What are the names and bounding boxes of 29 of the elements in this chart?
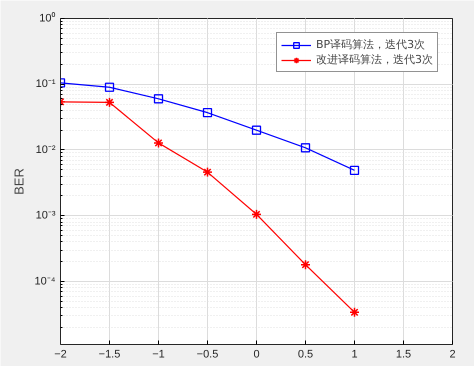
x-tick-label: 1 bbox=[351, 348, 358, 360]
point bbox=[350, 166, 360, 176]
point bbox=[300, 259, 311, 270]
y-tick-label: 10⁻² bbox=[36, 144, 56, 156]
point bbox=[104, 82, 114, 92]
point bbox=[154, 94, 164, 104]
x-tick-label: −0.5 bbox=[196, 348, 218, 360]
x-tick-label: 1.5 bbox=[396, 348, 412, 360]
x-tick-label: 2 bbox=[449, 348, 456, 360]
point bbox=[202, 108, 212, 118]
y-tick-label: 10⁰ bbox=[39, 12, 56, 24]
legend-label: BP译码算法，迭代3次 bbox=[316, 37, 426, 52]
x-tick-label: −1.5 bbox=[98, 348, 120, 360]
y-tick-label: 10⁻³ bbox=[36, 210, 56, 222]
y-tick-label: 10⁻⁴ bbox=[34, 275, 56, 288]
point bbox=[300, 143, 310, 152]
x-tick-label: 0 bbox=[253, 348, 260, 360]
point bbox=[153, 138, 164, 148]
x-tick-label: −2 bbox=[54, 348, 67, 360]
y-tick-label: 10⁻¹ bbox=[36, 78, 56, 90]
y-axis-title: BER bbox=[12, 168, 27, 195]
point bbox=[251, 209, 262, 220]
legend-label: 改进译码算法，迭代3次 bbox=[316, 52, 433, 67]
x-tick-label: 0.5 bbox=[298, 348, 314, 360]
point bbox=[202, 166, 213, 178]
point bbox=[104, 97, 115, 108]
x-tick-label: −1 bbox=[152, 348, 165, 360]
point bbox=[252, 126, 262, 135]
point bbox=[349, 307, 360, 318]
